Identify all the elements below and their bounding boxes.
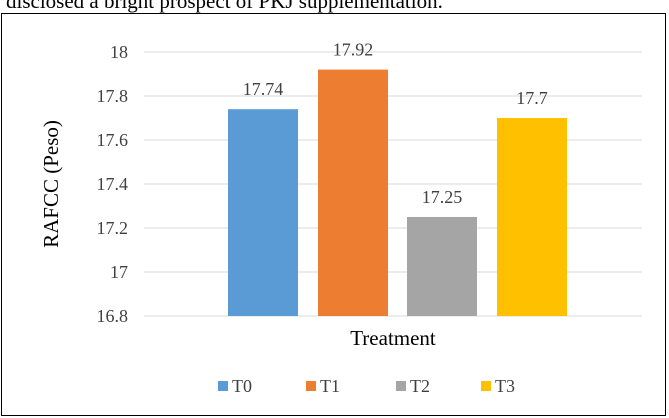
y-tick-label: 17.2 (97, 218, 129, 238)
chart-frame (1, 13, 666, 416)
y-tick-label: 17 (110, 262, 128, 282)
bar-t2 (407, 217, 477, 316)
data-label-t3: 17.7 (516, 88, 548, 108)
y-tick-label: 17.8 (97, 86, 129, 106)
legend-label-t3: T3 (495, 376, 515, 396)
legend-swatch-t3 (481, 381, 491, 391)
legend-swatch-t1 (306, 381, 316, 391)
paragraph-text-fragment: disclosed a bright prospect of PKJ suppl… (6, 0, 443, 13)
data-label-t2: 17.25 (422, 187, 463, 207)
data-label-t1: 17.92 (333, 40, 374, 60)
y-tick-label: 17.4 (97, 174, 129, 194)
bars (228, 69, 567, 316)
y-tick-label: 17.6 (97, 130, 129, 150)
data-label-t0: 17.74 (243, 79, 284, 99)
legend-label-t0: T0 (232, 376, 252, 396)
legend-label-t1: T1 (320, 376, 340, 396)
y-axis-title: RAFCC (Peso) (39, 120, 63, 248)
bar-t3 (497, 118, 567, 316)
legend: T0 T1 T2 T3 (218, 376, 515, 396)
y-tick-label: 16.8 (97, 306, 129, 326)
legend-label-t2: T2 (410, 376, 430, 396)
gridlines (144, 51, 642, 317)
x-axis-title: Treatment (350, 326, 436, 350)
legend-swatch-t0 (218, 381, 228, 391)
legend-swatch-t2 (396, 381, 406, 391)
data-labels: 17.74 17.92 17.25 17.7 (243, 40, 548, 207)
y-tick-label: 18 (110, 42, 128, 62)
bar-t0 (228, 109, 298, 316)
y-axis-ticks: 16.8 17 17.2 17.4 17.6 17.8 18 (97, 42, 129, 326)
bar-t1 (318, 69, 388, 316)
